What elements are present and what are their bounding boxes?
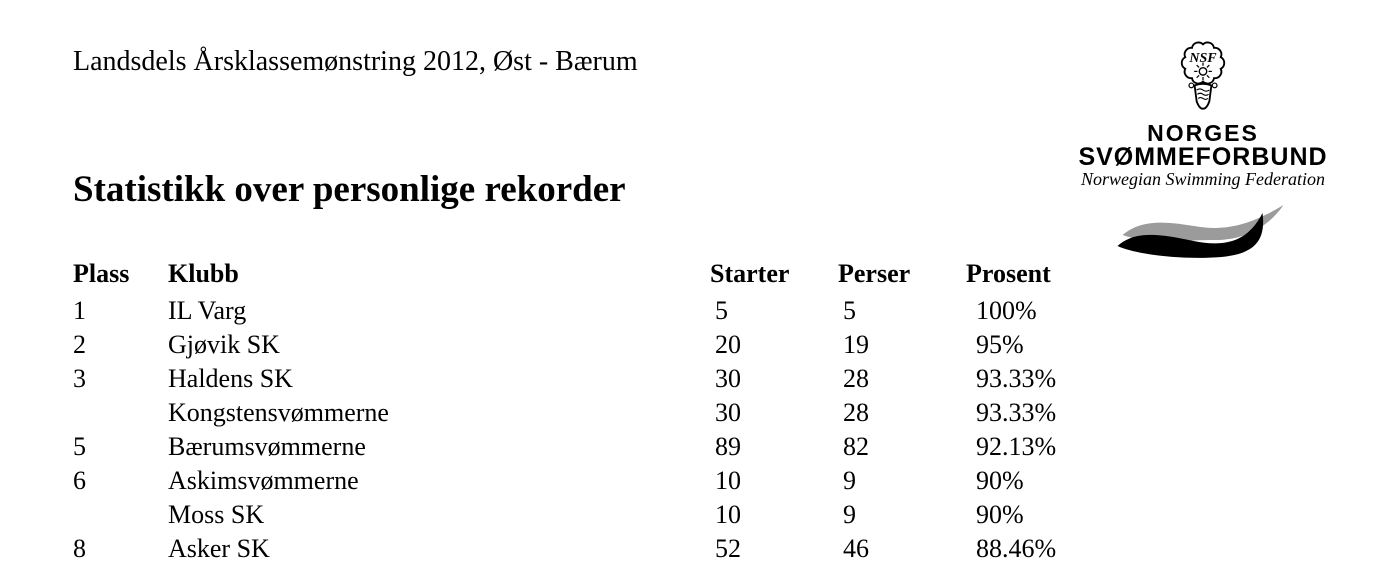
nsf-crest-icon: NSF xyxy=(1180,41,1226,110)
cell-starter: 30 xyxy=(715,398,741,427)
cell-prosent: 93.33% xyxy=(976,364,1057,393)
page-title: Statistikk over personlige rekorder xyxy=(73,169,626,210)
nsf-logo: NSF NORGES SVØMMEFORBUND Norwegian Swimm… xyxy=(1072,38,1334,260)
cell-prosent: 90% xyxy=(976,500,1024,529)
cell-klubb: Gjøvik SK xyxy=(168,330,280,359)
table-row: 3 Haldens SK 30 28 93.33% xyxy=(73,362,1111,396)
cell-starter: 30 xyxy=(715,364,741,393)
cell-plass: 6 xyxy=(73,466,86,495)
table-row: Moss SK 10 9 90% xyxy=(73,498,1111,532)
cell-starter: 89 xyxy=(715,432,741,461)
cell-perser: 5 xyxy=(843,296,856,325)
wave-icon xyxy=(1117,204,1284,258)
table-row: 2 Gjøvik SK 20 19 95% xyxy=(73,328,1111,362)
cell-starter: 10 xyxy=(715,500,741,529)
logo-org-name-line1: NORGES xyxy=(1147,120,1259,146)
column-header-perser: Perser xyxy=(838,258,911,288)
table-row: 1 IL Varg 5 5 100% xyxy=(73,294,1111,328)
cell-prosent: 93.33% xyxy=(976,398,1057,427)
cell-plass: 5 xyxy=(73,432,86,461)
cell-plass: 3 xyxy=(73,364,86,393)
cell-starter: 52 xyxy=(715,534,741,563)
cell-plass: 1 xyxy=(73,296,86,325)
logo-org-subtitle: Norwegian Swimming Federation xyxy=(1081,169,1325,189)
cell-prosent: 100% xyxy=(976,296,1037,325)
cell-klubb: Kongstensvømmerne xyxy=(168,398,389,427)
cell-perser: 46 xyxy=(843,534,869,563)
cell-starter: 5 xyxy=(715,296,728,325)
document-header: Landsdels Årsklassemønstring 2012, Øst -… xyxy=(73,46,638,77)
column-header-starter: Starter xyxy=(710,258,790,288)
column-header-klubb: Klubb xyxy=(168,258,239,288)
table-row: 8 Asker SK 52 46 88.46% xyxy=(73,532,1111,566)
table-row: 5 Bærumsvømmerne 89 82 92.13% xyxy=(73,430,1111,464)
table-row: Kongstensvømmerne 30 28 93.33% xyxy=(73,396,1111,430)
cell-klubb: Haldens SK xyxy=(168,364,293,393)
svg-text:NSF: NSF xyxy=(1188,51,1217,66)
cell-plass xyxy=(73,498,168,532)
table-header-row: Plass Klubb Starter Perser Prosent xyxy=(73,257,1111,294)
table-row: 6 Askimsvømmerne 10 9 90% xyxy=(73,464,1111,498)
cell-prosent: 88.46% xyxy=(976,534,1057,563)
cell-plass xyxy=(73,396,168,430)
cell-starter: 10 xyxy=(715,466,741,495)
cell-klubb: Moss SK xyxy=(168,500,265,529)
logo-org-name-line2: SVØMMEFORBUND xyxy=(1078,143,1328,171)
cell-perser: 28 xyxy=(843,364,869,393)
cell-plass: 8 xyxy=(73,534,86,563)
statistics-table: Plass Klubb Starter Perser Prosent 1 IL … xyxy=(73,257,1111,566)
cell-perser: 9 xyxy=(843,466,856,495)
column-header-plass: Plass xyxy=(73,258,130,288)
cell-prosent: 92.13% xyxy=(976,432,1057,461)
column-header-prosent: Prosent xyxy=(966,258,1051,288)
cell-klubb: Askimsvømmerne xyxy=(168,466,359,495)
cell-starter: 20 xyxy=(715,330,741,359)
cell-klubb: IL Varg xyxy=(168,296,247,325)
cell-prosent: 90% xyxy=(976,466,1024,495)
cell-plass: 2 xyxy=(73,330,86,359)
cell-klubb: Bærumsvømmerne xyxy=(168,432,366,461)
cell-klubb: Asker SK xyxy=(168,534,270,563)
cell-prosent: 95% xyxy=(976,330,1024,359)
cell-perser: 9 xyxy=(843,500,856,529)
cell-perser: 28 xyxy=(843,398,869,427)
cell-perser: 82 xyxy=(843,432,869,461)
cell-perser: 19 xyxy=(843,330,869,359)
